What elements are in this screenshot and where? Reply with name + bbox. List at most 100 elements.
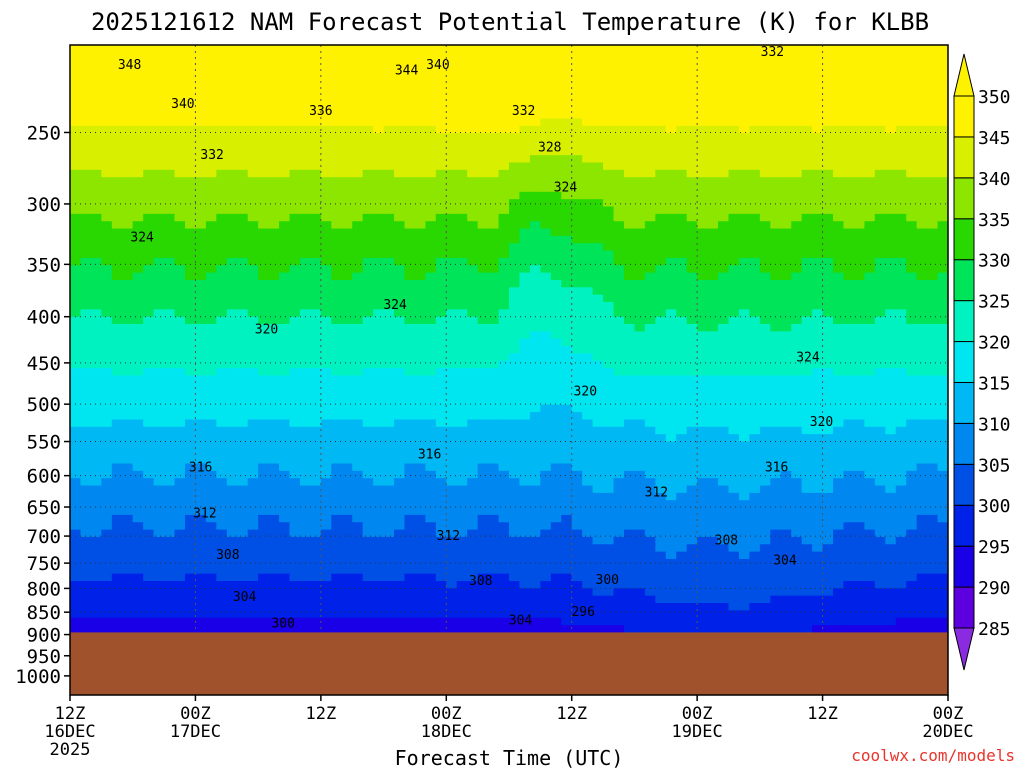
field-cell (582, 89, 594, 97)
field-cell (425, 478, 437, 487)
field-cell (237, 456, 249, 465)
field-cell (164, 324, 176, 332)
field-cell (906, 404, 918, 413)
field-cell (362, 250, 374, 259)
field-cell (279, 228, 291, 237)
field-cell (247, 404, 259, 413)
field-cell (467, 426, 479, 435)
field-cell (205, 360, 217, 369)
field-cell (404, 434, 416, 443)
field-cell (320, 478, 332, 487)
field-cell (833, 456, 845, 465)
field-cell (373, 309, 385, 318)
field-cell (247, 96, 259, 105)
field-cell (289, 463, 301, 472)
field-cell (394, 301, 406, 310)
field-cell (352, 206, 364, 215)
field-cell (341, 228, 353, 237)
field-cell (226, 228, 238, 237)
field-cell (634, 89, 646, 97)
field-cell (906, 133, 918, 142)
field-cell (843, 434, 855, 443)
field-cell (394, 360, 406, 369)
field-cell (853, 265, 865, 274)
field-cell (143, 81, 155, 90)
field-cell (937, 243, 948, 252)
field-cell (383, 103, 395, 112)
field-cell (655, 228, 667, 237)
field-cell (425, 199, 437, 208)
field-cell (299, 397, 311, 406)
field-cell (927, 294, 939, 303)
field-cell (822, 147, 834, 156)
field-cell (927, 397, 939, 406)
field-cell (101, 81, 113, 90)
field-cell (874, 287, 886, 296)
field-cell (352, 191, 364, 200)
field-cell (780, 331, 792, 340)
field-cell (425, 470, 437, 479)
field-cell (80, 397, 92, 406)
field-cell (623, 279, 636, 288)
field-cell (341, 140, 353, 149)
field-cell (414, 184, 426, 193)
field-cell (341, 397, 353, 406)
field-cell (571, 221, 583, 230)
field-cell (70, 316, 82, 325)
field-cell (707, 125, 719, 134)
field-cell (592, 45, 604, 53)
field-cell (258, 294, 270, 303)
field-cell (895, 67, 907, 75)
field-cell (237, 243, 249, 252)
field-cell (132, 441, 144, 450)
field-cell (927, 140, 939, 149)
field-cell (853, 169, 865, 178)
field-cell (143, 133, 155, 142)
field-cell (916, 67, 928, 75)
field-cell (874, 103, 886, 112)
field-cell (843, 316, 855, 325)
field-cell (801, 81, 813, 90)
field-cell (728, 279, 740, 288)
field-cell (237, 250, 249, 259)
field-cell (561, 368, 573, 377)
field-cell (801, 52, 813, 61)
field-cell (770, 257, 782, 266)
field-cell (488, 155, 500, 164)
field-cell (488, 478, 500, 487)
field-cell (153, 441, 165, 450)
field-cell (529, 309, 541, 318)
field-cell (791, 155, 803, 164)
field-cell (822, 456, 834, 465)
field-cell (435, 434, 447, 443)
field-cell (686, 169, 698, 178)
field-cell (310, 404, 322, 413)
field-cell (937, 169, 948, 178)
field-cell (404, 368, 416, 377)
field-cell (195, 221, 207, 230)
field-cell (833, 463, 845, 472)
field-cell (299, 133, 311, 142)
field-cell (749, 279, 761, 288)
field-cell (885, 331, 897, 340)
field-cell (665, 213, 677, 222)
field-cell (540, 441, 552, 450)
field-cell (456, 59, 468, 68)
field-cell (341, 441, 353, 450)
field-cell (582, 441, 594, 450)
field-cell (864, 338, 876, 347)
field-cell (279, 441, 291, 450)
field-cell (623, 59, 636, 68)
field-cell (812, 191, 824, 200)
field-cell (268, 265, 280, 274)
field-cell (164, 375, 176, 384)
field-cell (477, 382, 489, 391)
field-cell (70, 52, 82, 61)
field-cell (331, 360, 343, 369)
field-cell (634, 140, 646, 149)
field-cell (80, 309, 92, 318)
field-cell (174, 382, 186, 391)
field-cell (122, 397, 134, 406)
field-cell (456, 470, 468, 479)
field-cell (268, 338, 280, 347)
